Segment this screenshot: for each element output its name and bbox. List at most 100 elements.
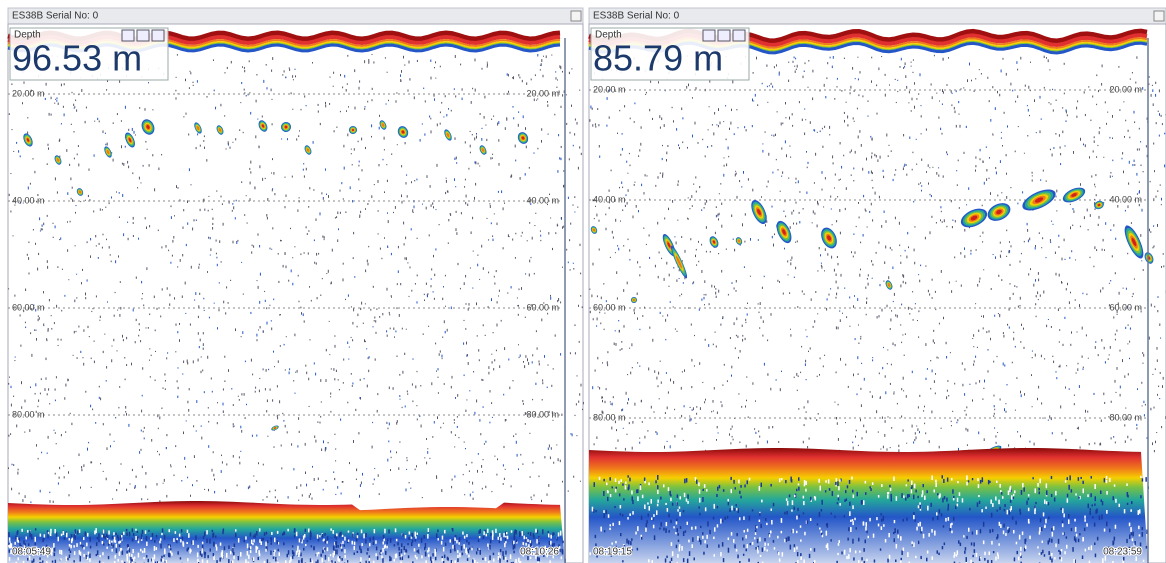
noise-dot xyxy=(905,333,906,335)
noise-dot xyxy=(440,66,441,68)
noise-dot xyxy=(1046,180,1047,181)
noise-dot xyxy=(737,196,738,199)
seabed-speckle xyxy=(513,551,515,554)
noise-dot xyxy=(377,410,378,413)
noise-dot xyxy=(693,281,694,283)
noise-dot xyxy=(466,399,467,400)
noise-dot xyxy=(1060,153,1061,155)
noise-dot xyxy=(430,60,431,62)
seabed-speckle xyxy=(442,556,444,558)
seabed-speckle xyxy=(438,538,440,540)
seabed-speckle xyxy=(468,542,470,545)
noise-dot xyxy=(314,436,315,438)
noise-dot xyxy=(1146,145,1147,147)
noise-dot xyxy=(285,369,286,370)
panel-close[interactable] xyxy=(571,11,581,21)
noise-dot xyxy=(186,244,187,246)
seabed-speckle xyxy=(507,560,509,562)
seabed-speckle xyxy=(197,545,199,548)
noise-dot xyxy=(1049,69,1050,70)
noise-dot xyxy=(675,328,676,329)
readout-pin[interactable] xyxy=(122,30,134,41)
seabed-speckle xyxy=(896,544,898,549)
noise-dot xyxy=(126,337,127,339)
noise-dot xyxy=(859,217,860,219)
noise-dot xyxy=(877,159,878,162)
noise-dot xyxy=(441,102,442,104)
readout-close[interactable] xyxy=(152,30,164,41)
noise-dot xyxy=(724,165,725,167)
noise-dot xyxy=(977,284,978,287)
seabed-speckle xyxy=(677,494,679,498)
noise-dot xyxy=(1015,101,1016,103)
noise-dot xyxy=(244,89,245,91)
noise-dot xyxy=(986,169,987,171)
panel-close[interactable] xyxy=(1154,11,1164,21)
noise-dot xyxy=(284,344,285,346)
noise-dot xyxy=(367,101,368,103)
noise-dot xyxy=(804,424,805,426)
seabed-speckle xyxy=(40,534,42,537)
noise-dot xyxy=(983,327,984,329)
noise-dot xyxy=(1062,432,1063,434)
noise-dot xyxy=(577,207,578,208)
noise-dot xyxy=(597,357,598,359)
noise-dot xyxy=(1010,283,1011,284)
noise-dot xyxy=(333,72,334,74)
noise-dot xyxy=(681,236,682,238)
seabed-speckle xyxy=(323,539,325,541)
noise-dot xyxy=(285,425,286,428)
noise-dot xyxy=(360,211,361,213)
noise-dot xyxy=(71,423,72,425)
noise-dot xyxy=(368,263,369,266)
noise-dot xyxy=(896,102,897,103)
noise-dot xyxy=(615,447,616,449)
seabed-speckle xyxy=(480,550,482,555)
noise-dot xyxy=(1024,241,1025,242)
noise-dot xyxy=(893,343,894,346)
noise-dot xyxy=(716,215,717,217)
noise-dot xyxy=(796,178,797,180)
seabed-speckle xyxy=(907,479,909,481)
noise-dot xyxy=(413,358,414,359)
noise-dot xyxy=(933,330,934,332)
noise-dot xyxy=(771,135,772,136)
noise-dot xyxy=(531,499,532,500)
seabed-speckle xyxy=(916,527,918,531)
readout-minimize[interactable] xyxy=(137,30,149,41)
noise-dot xyxy=(935,309,936,310)
noise-dot xyxy=(256,100,257,103)
noise-dot xyxy=(912,425,913,428)
seabed-speckle xyxy=(503,533,505,537)
seabed-speckle xyxy=(266,532,268,535)
seabed-speckle xyxy=(148,559,150,562)
noise-dot xyxy=(33,229,34,230)
noise-dot xyxy=(196,480,197,482)
seabed-speckle xyxy=(255,546,257,549)
seabed-speckle xyxy=(106,547,108,549)
noise-dot xyxy=(798,408,799,410)
noise-dot xyxy=(451,431,452,433)
noise-dot xyxy=(1028,109,1029,112)
seabed-speckle xyxy=(464,536,466,539)
noise-dot xyxy=(819,247,820,249)
noise-dot xyxy=(930,360,931,361)
seabed-speckle xyxy=(384,529,386,534)
noise-dot xyxy=(1043,418,1044,419)
seabed-speckle xyxy=(207,555,209,558)
seabed-speckle xyxy=(394,544,396,546)
noise-dot xyxy=(689,208,690,209)
seabed-speckle xyxy=(201,548,203,553)
noise-dot xyxy=(1020,341,1021,343)
noise-dot xyxy=(475,59,476,62)
noise-dot xyxy=(67,249,68,252)
noise-dot xyxy=(973,346,974,347)
noise-dot xyxy=(894,391,895,392)
noise-dot xyxy=(914,262,915,265)
noise-dot xyxy=(903,167,904,170)
seabed-speckle xyxy=(513,545,515,550)
noise-dot xyxy=(855,251,856,253)
seabed-speckle xyxy=(129,552,131,556)
seabed-speckle xyxy=(189,549,191,554)
noise-dot xyxy=(735,174,736,177)
